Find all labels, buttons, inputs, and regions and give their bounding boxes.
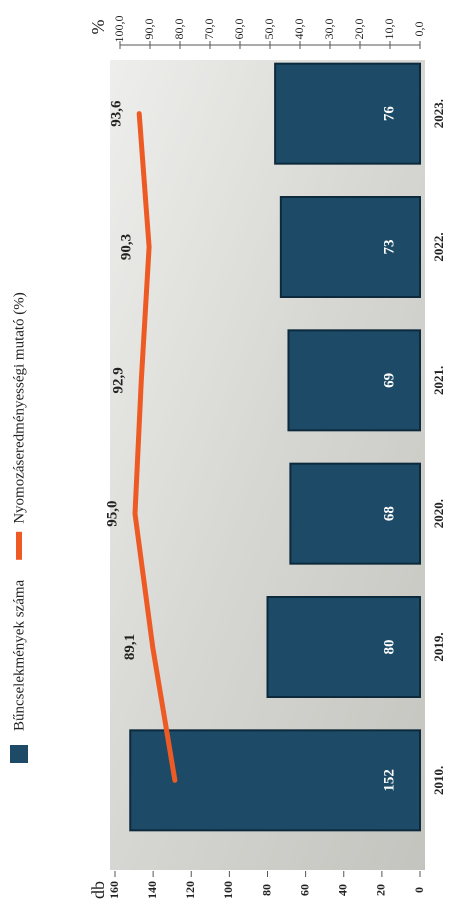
y-tick-label: 0 — [412, 887, 426, 893]
legend-label: Nyomozáseredményességi mutató (%) — [11, 292, 27, 524]
line-value-label: 93,6 — [109, 100, 125, 127]
line-value-label: 95,0 — [104, 501, 120, 527]
line — [132, 111, 178, 783]
x-tick-label: 2020. — [431, 499, 446, 528]
y2-tick-label: 50,0 — [262, 19, 276, 40]
x-tick-label: 2021. — [431, 366, 446, 395]
y2-tick-label: 90,0 — [142, 19, 156, 40]
x-tick-label: 2019. — [431, 632, 446, 661]
bar — [289, 462, 421, 565]
y-tick-label: 20 — [374, 884, 388, 896]
bar-value-label: 76 — [381, 106, 397, 122]
y2-tick-label: 80,0 — [172, 19, 186, 40]
bar-value-label: 152 — [381, 769, 397, 792]
x-tick-label: 2010. — [431, 766, 446, 795]
legend-swatch — [16, 531, 22, 560]
y2-tick-label: 60,0 — [232, 19, 246, 40]
legend-swatch — [10, 745, 28, 763]
line-value-label: 89,1 — [122, 634, 138, 660]
y-tick-label: 120 — [183, 881, 197, 899]
rotated-plot: db% 0 20 40 60 80 100 120 140 160 0,0 10,0 20,0 30,0 4… — [10, 16, 446, 899]
x-tick-label: 2022. — [431, 232, 446, 261]
y-tick-label: 100 — [221, 881, 235, 899]
y2-tick-label: 100,0 — [112, 16, 126, 43]
bar-value-label: 80 — [381, 640, 397, 655]
y-tick-label: 60 — [297, 884, 311, 896]
y2-tick-label: 10,0 — [382, 19, 396, 40]
y-tick-label: 40 — [336, 884, 350, 896]
x-tick-label: 2023. — [431, 99, 446, 128]
y-axis-unit: db — [88, 881, 108, 899]
legend-label: Bűncselekmények száma — [11, 579, 27, 731]
line-value-label: 90,3 — [119, 234, 135, 260]
y2-tick-label: 40,0 — [292, 19, 306, 40]
bar — [279, 196, 421, 298]
bar-value-label: 69 — [381, 373, 397, 388]
y2-tick-label: 70,0 — [202, 19, 216, 40]
y-tick-label: 140 — [145, 881, 159, 899]
bar — [287, 329, 421, 432]
y2-tick-label: 30,0 — [322, 19, 336, 40]
line-value-label: 92,9 — [111, 367, 127, 393]
bar — [266, 596, 421, 698]
bar — [274, 62, 421, 165]
bar-value-label: 68 — [381, 506, 397, 521]
y2-tick-label: 20,0 — [352, 19, 366, 40]
bar — [129, 729, 421, 832]
bar-value-label: 73 — [381, 240, 397, 255]
y2-tick-label: 0,0 — [412, 22, 426, 37]
y2-axis-unit: % — [88, 20, 108, 35]
y-tick-label: 80 — [259, 884, 273, 896]
y-tick-label: 160 — [107, 881, 121, 899]
